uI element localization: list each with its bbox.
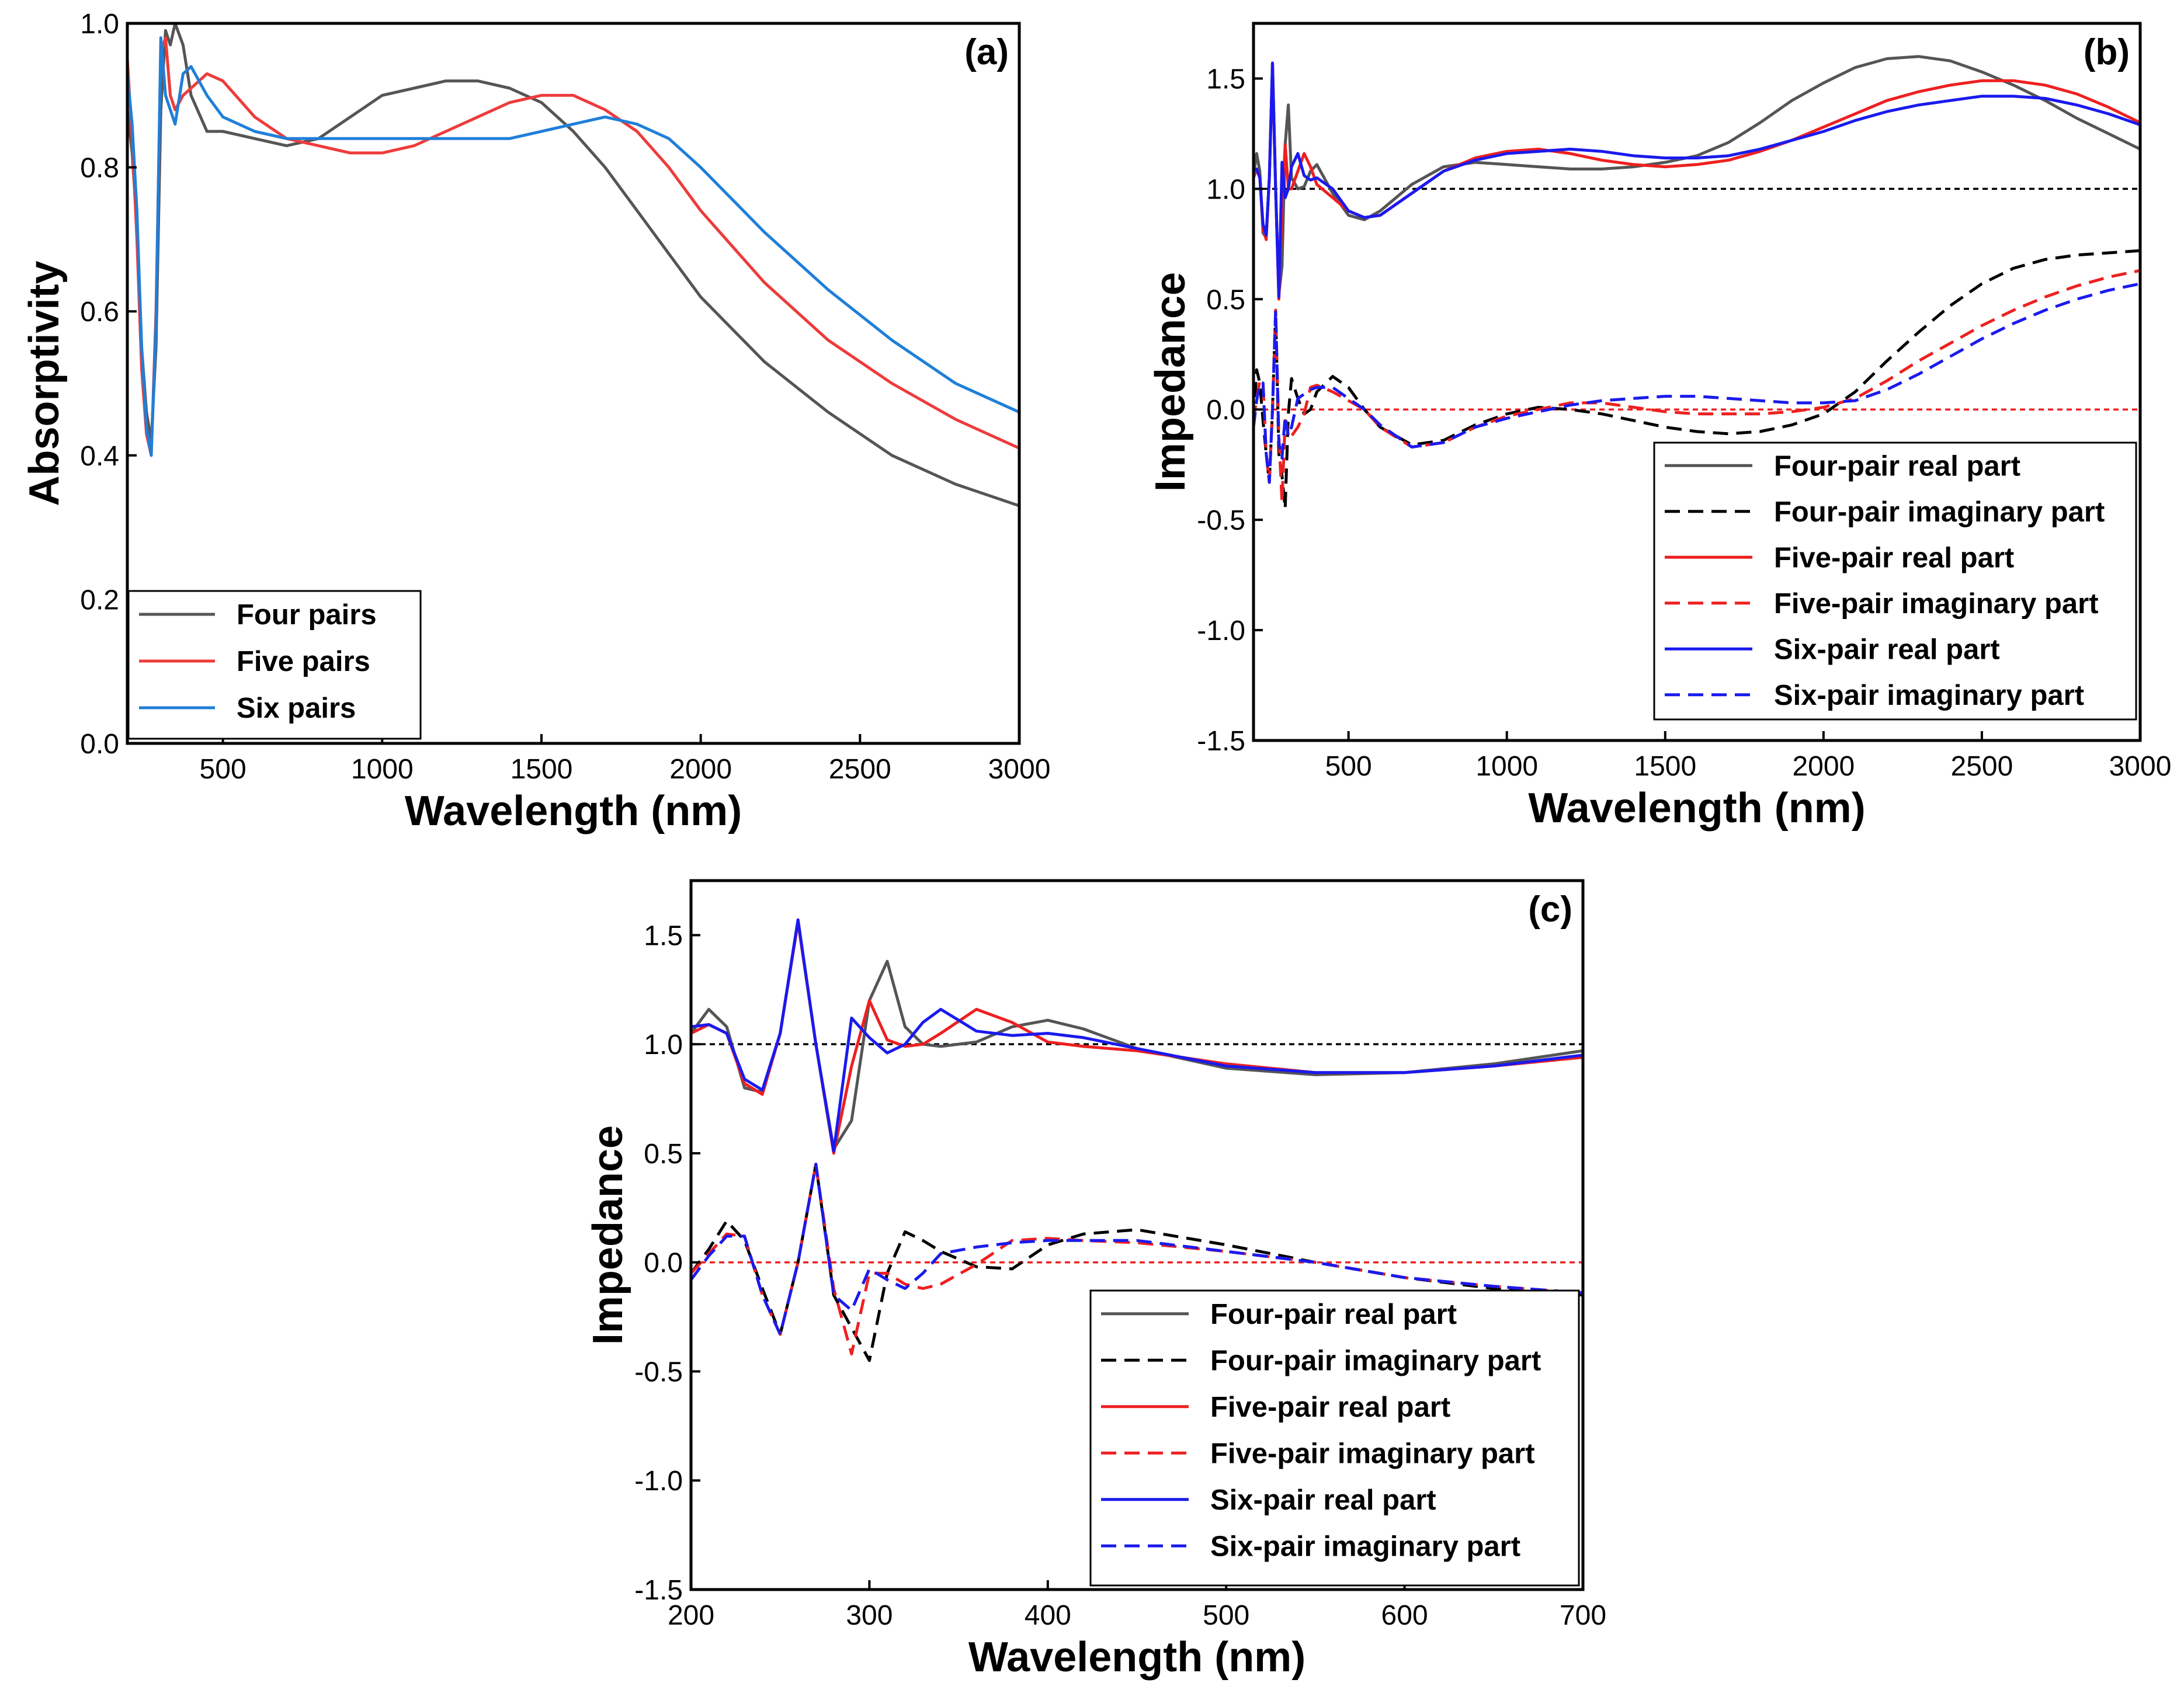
panel-c-legend-label: Four-pair imaginary part xyxy=(1210,1345,1541,1376)
panel-c-x-tick-label: 500 xyxy=(1203,1600,1249,1631)
panel-c-legend-label: Six-pair real part xyxy=(1210,1484,1436,1516)
panel-b-legend-label: Five-pair imaginary part xyxy=(1774,588,2099,620)
panel-c-legend: Four-pair real part Four-pair imaginary p… xyxy=(1089,1289,1580,1587)
panel-c-series-line-5 xyxy=(691,1163,1583,1336)
panel-b-legend-label: Four-pair imaginary part xyxy=(1774,496,2105,528)
panel-c-axes-frame xyxy=(689,879,1585,1591)
panel-b-y-tick-label: 1.5 xyxy=(1206,64,1245,95)
panel-b-x-tick-label: 2500 xyxy=(1951,751,2013,782)
panel-b-legend-label: Four-pair real part xyxy=(1774,450,2020,482)
panel-b-series-line-5 xyxy=(1254,282,2140,484)
panel-b-legend-label: Five-pair real part xyxy=(1774,542,2014,573)
panel-a-axes-frame xyxy=(126,22,1021,745)
panel-c-y-tick-label: 1.0 xyxy=(644,1030,683,1060)
panel-c-legend-label: Five-pair imaginary part xyxy=(1210,1438,1535,1469)
panel-c-y-axis-label: Impedance xyxy=(585,1125,631,1345)
panel-c-x-tick-label: 700 xyxy=(1560,1600,1606,1631)
panel-a-y-tick-label: 0.6 xyxy=(80,297,119,328)
panel-a-series-line-2 xyxy=(127,36,1019,457)
panel-c-series-line-2 xyxy=(691,920,1583,1155)
panel-b-x-tick-label: 2000 xyxy=(1792,751,1855,782)
panel-c-series-line-3 xyxy=(691,1163,1583,1356)
panel-b-x-tick-label: 500 xyxy=(1325,751,1372,782)
panel-b-series-line-4 xyxy=(1254,61,2140,298)
panel-c-y-tick-label: -0.5 xyxy=(634,1357,683,1387)
panel-a-y-tick-label: 0.4 xyxy=(80,441,119,472)
panel-c-y-tick-label: 0.0 xyxy=(644,1248,683,1279)
panel-c-legend-label: Six-pair imaginary part xyxy=(1210,1531,1520,1562)
panel-a-y-tick-label: 0.2 xyxy=(80,585,119,615)
panel-c-series-line-1 xyxy=(691,1163,1583,1362)
panel-b-impedance-chart: 500 1000 1500 2000 2500 3000 -1.5 -1.0 -0.5 0.0 0.… xyxy=(1147,22,2172,832)
panel-c-x-tick-label: 300 xyxy=(846,1600,893,1631)
panel-b-x-tick-label: 1500 xyxy=(1634,751,1696,782)
panel-b-x-tick-label: 3000 xyxy=(2109,751,2172,782)
panel-b-axes-frame xyxy=(1252,22,2142,742)
panel-c-x-tick-label: 200 xyxy=(668,1600,714,1631)
panel-c-legend-label: Four-pair real part xyxy=(1210,1299,1457,1330)
panel-c-y-tick-label: -1.5 xyxy=(634,1575,683,1606)
panel-b-y-axis-label: Impedance xyxy=(1147,272,1194,492)
panel-a-y-tick-label: 0.0 xyxy=(80,729,119,760)
panel-c-impedance-zoom-chart: 200 300 400 500 600 700 -1.5 -1.0 -0.5 0.0 0.5 1.0 1… xyxy=(585,879,1606,1681)
panel-a-x-tick-label: 2500 xyxy=(829,754,891,785)
panel-b-legend-box xyxy=(1653,441,2137,721)
panel-a-plot-area xyxy=(127,23,1019,507)
panel-b-legend: Four-pair real part Four-pair imaginary p… xyxy=(1653,441,2137,721)
panel-a-x-tick-label: 1500 xyxy=(511,754,573,785)
panel-c-y-tick-label: -1.0 xyxy=(634,1466,683,1497)
panel-c-x-tick-label: 400 xyxy=(1025,1600,1071,1631)
panel-b-y-tick-label: 0.0 xyxy=(1206,395,1245,426)
panel-a-legend-label: Five pairs xyxy=(237,646,370,677)
panel-a-absorptivity-chart: 500 1000 1500 2000 2500 3000 0.0 0.2 0.4 0.6 0.8 1.… xyxy=(21,9,1050,834)
panel-c-x-tick-label: 600 xyxy=(1381,1600,1428,1631)
panel-a-legend: Four pairs Five pairs Six pairs xyxy=(127,590,422,740)
panel-c-legend-label: Five-pair real part xyxy=(1210,1392,1450,1423)
panel-a-x-axis-label: Wavelength (nm) xyxy=(405,788,742,834)
panel-a-x-tick-label: 500 xyxy=(200,754,246,785)
panel-c-panel-label: (c) xyxy=(1528,889,1572,930)
panel-b-y-tick-label: -0.5 xyxy=(1197,505,1245,536)
panel-c-y-tick-label: 1.5 xyxy=(644,920,683,951)
panel-b-y-tick-label: -1.0 xyxy=(1197,615,1245,646)
panel-a-x-tick-label: 2000 xyxy=(669,754,732,785)
panel-c-x-axis-label: Wavelength (nm) xyxy=(968,1634,1305,1681)
panel-b-y-tick-label: 1.0 xyxy=(1206,174,1245,205)
panel-a-y-tick-label: 0.8 xyxy=(80,153,119,184)
panel-b-x-axis-label: Wavelength (nm) xyxy=(1528,785,1865,832)
panel-a-x-tick-label: 3000 xyxy=(988,754,1051,785)
panel-b-panel-label: (b) xyxy=(2084,32,2130,72)
panel-a-legend-label: Four pairs xyxy=(237,599,377,631)
panel-b-y-tick-label: 0.5 xyxy=(1206,284,1245,315)
panel-a-y-axis-label: Absorptivity xyxy=(21,260,68,506)
panel-b-legend-label: Six-pair real part xyxy=(1774,634,2000,665)
panel-b-y-tick-label: -1.5 xyxy=(1197,726,1245,757)
panel-a-y-tick-label: 1.0 xyxy=(80,9,119,40)
panel-a-panel-label: (a) xyxy=(964,32,1009,72)
panel-b-plot-area xyxy=(1254,55,2140,510)
panel-c-y-tick-label: 0.5 xyxy=(644,1139,683,1170)
panel-b-x-tick-label: 1000 xyxy=(1475,751,1538,782)
panel-c-series-line-4 xyxy=(691,918,1583,1153)
panel-a-x-tick-label: 1000 xyxy=(351,754,414,785)
panel-b-legend-label: Six-pair imaginary part xyxy=(1774,680,2084,711)
panel-a-legend-label: Six pairs xyxy=(237,693,356,724)
panel-c-plot-area xyxy=(691,918,1583,1362)
panel-c-legend-box xyxy=(1089,1289,1580,1587)
